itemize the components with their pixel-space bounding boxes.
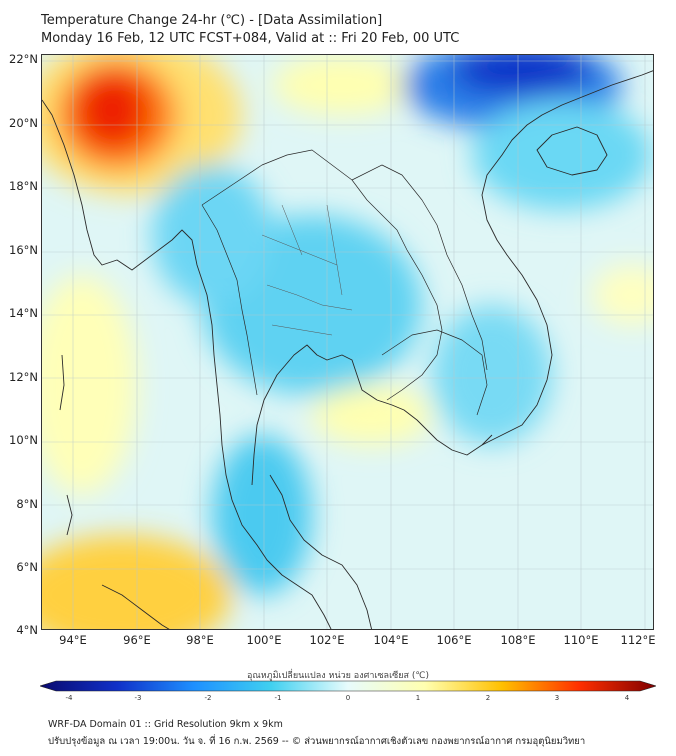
coastlines-borders bbox=[42, 70, 653, 629]
lon-label-110e: 110°E bbox=[563, 633, 599, 647]
border-thailand-laos bbox=[201, 149, 443, 401]
province-lines bbox=[261, 204, 353, 336]
lat-label-10n: 10°N bbox=[9, 433, 38, 447]
map-panel bbox=[41, 54, 654, 630]
map-title: Temperature Change 24-hr (℃) - [Data Ass… bbox=[41, 12, 459, 48]
coastline-gulf-of-thailand bbox=[251, 344, 493, 486]
lat-label-4n: 4°N bbox=[16, 623, 38, 637]
coldest-area-northeast bbox=[452, 55, 592, 95]
colorbar-tick-minus1: -1 bbox=[274, 694, 282, 702]
colorbar-tick-1: 1 bbox=[415, 694, 421, 702]
warm-area-andaman-sea bbox=[42, 275, 137, 495]
cool-area-vietnam bbox=[432, 305, 552, 445]
hottest-area-northwest bbox=[74, 70, 150, 150]
colorbar-tick-2: 2 bbox=[485, 694, 491, 702]
border-myanmar-thailand bbox=[201, 204, 258, 396]
border-cambodia bbox=[381, 329, 488, 416]
lat-label-20n: 20°N bbox=[9, 116, 38, 130]
title-line-2: Monday 16 Feb, 12 UTC FCST+084, Valid at… bbox=[41, 31, 460, 46]
title-line-1: Temperature Change 24-hr (℃) - [Data Ass… bbox=[41, 13, 383, 28]
colorbar-title: อุณหภูมิเปลี่ยนแปลง หน่วย องศาเซลเซียส (… bbox=[246, 671, 430, 681]
graticule bbox=[42, 55, 653, 629]
coastline-vietnam bbox=[481, 70, 653, 446]
lat-label-22n: 22°N bbox=[9, 52, 38, 66]
footer-credits: ปรับปรุงข้อมูล ณ เวลา 19:00น. วัน จ. ที่… bbox=[48, 736, 586, 747]
cool-area-gulf-tonkin bbox=[472, 100, 652, 210]
temperature-shading bbox=[42, 55, 653, 629]
temperature-field-map bbox=[42, 55, 653, 629]
lon-label-94e: 94°E bbox=[59, 633, 87, 647]
lon-label-98e: 98°E bbox=[186, 633, 214, 647]
lon-label-100e: 100°E bbox=[246, 633, 282, 647]
colorbar-tick-minus4: -4 bbox=[65, 694, 73, 702]
colorbar-tick-4: 4 bbox=[624, 694, 630, 702]
coastline-sumatra bbox=[101, 584, 170, 629]
colorbar-tick-minus3: -3 bbox=[134, 694, 142, 702]
lon-label-104e: 104°E bbox=[373, 633, 409, 647]
footer-model-info: WRF-DA Domain 01 :: Grid Resolution 9km … bbox=[48, 719, 283, 730]
colorbar-gradient bbox=[40, 680, 656, 692]
lat-label-8n: 8°N bbox=[16, 497, 38, 511]
warm-area-east bbox=[592, 265, 653, 325]
warm-area-north bbox=[272, 55, 412, 115]
colorbar-tick-3: 3 bbox=[554, 694, 560, 702]
lon-label-108e: 108°E bbox=[500, 633, 536, 647]
lon-label-96e: 96°E bbox=[123, 633, 151, 647]
cool-area-myanmar bbox=[152, 165, 272, 305]
lat-label-12n: 12°N bbox=[9, 370, 38, 384]
lat-label-6n: 6°N bbox=[16, 560, 38, 574]
cool-area-malay-peninsula bbox=[212, 435, 312, 595]
coastline-malay-east bbox=[269, 474, 372, 629]
border-laos-vietnam bbox=[351, 164, 488, 371]
lon-label-112e: 112°E bbox=[620, 633, 656, 647]
coastline-myanmar-west bbox=[42, 99, 332, 629]
lon-label-102e: 102°E bbox=[309, 633, 345, 647]
warm-area-gulf-thailand bbox=[312, 385, 432, 445]
coastline-hainan bbox=[536, 126, 608, 176]
lat-label-14n: 14°N bbox=[9, 306, 38, 320]
lat-label-18n: 18°N bbox=[9, 179, 38, 193]
colorbar bbox=[40, 680, 656, 692]
colorbar-tick-minus2: -2 bbox=[204, 694, 212, 702]
colorbar-tick-0: 0 bbox=[345, 694, 351, 702]
coastline-andaman-islands bbox=[59, 354, 73, 536]
lon-label-106e: 106°E bbox=[436, 633, 472, 647]
lat-label-16n: 16°N bbox=[9, 243, 38, 257]
